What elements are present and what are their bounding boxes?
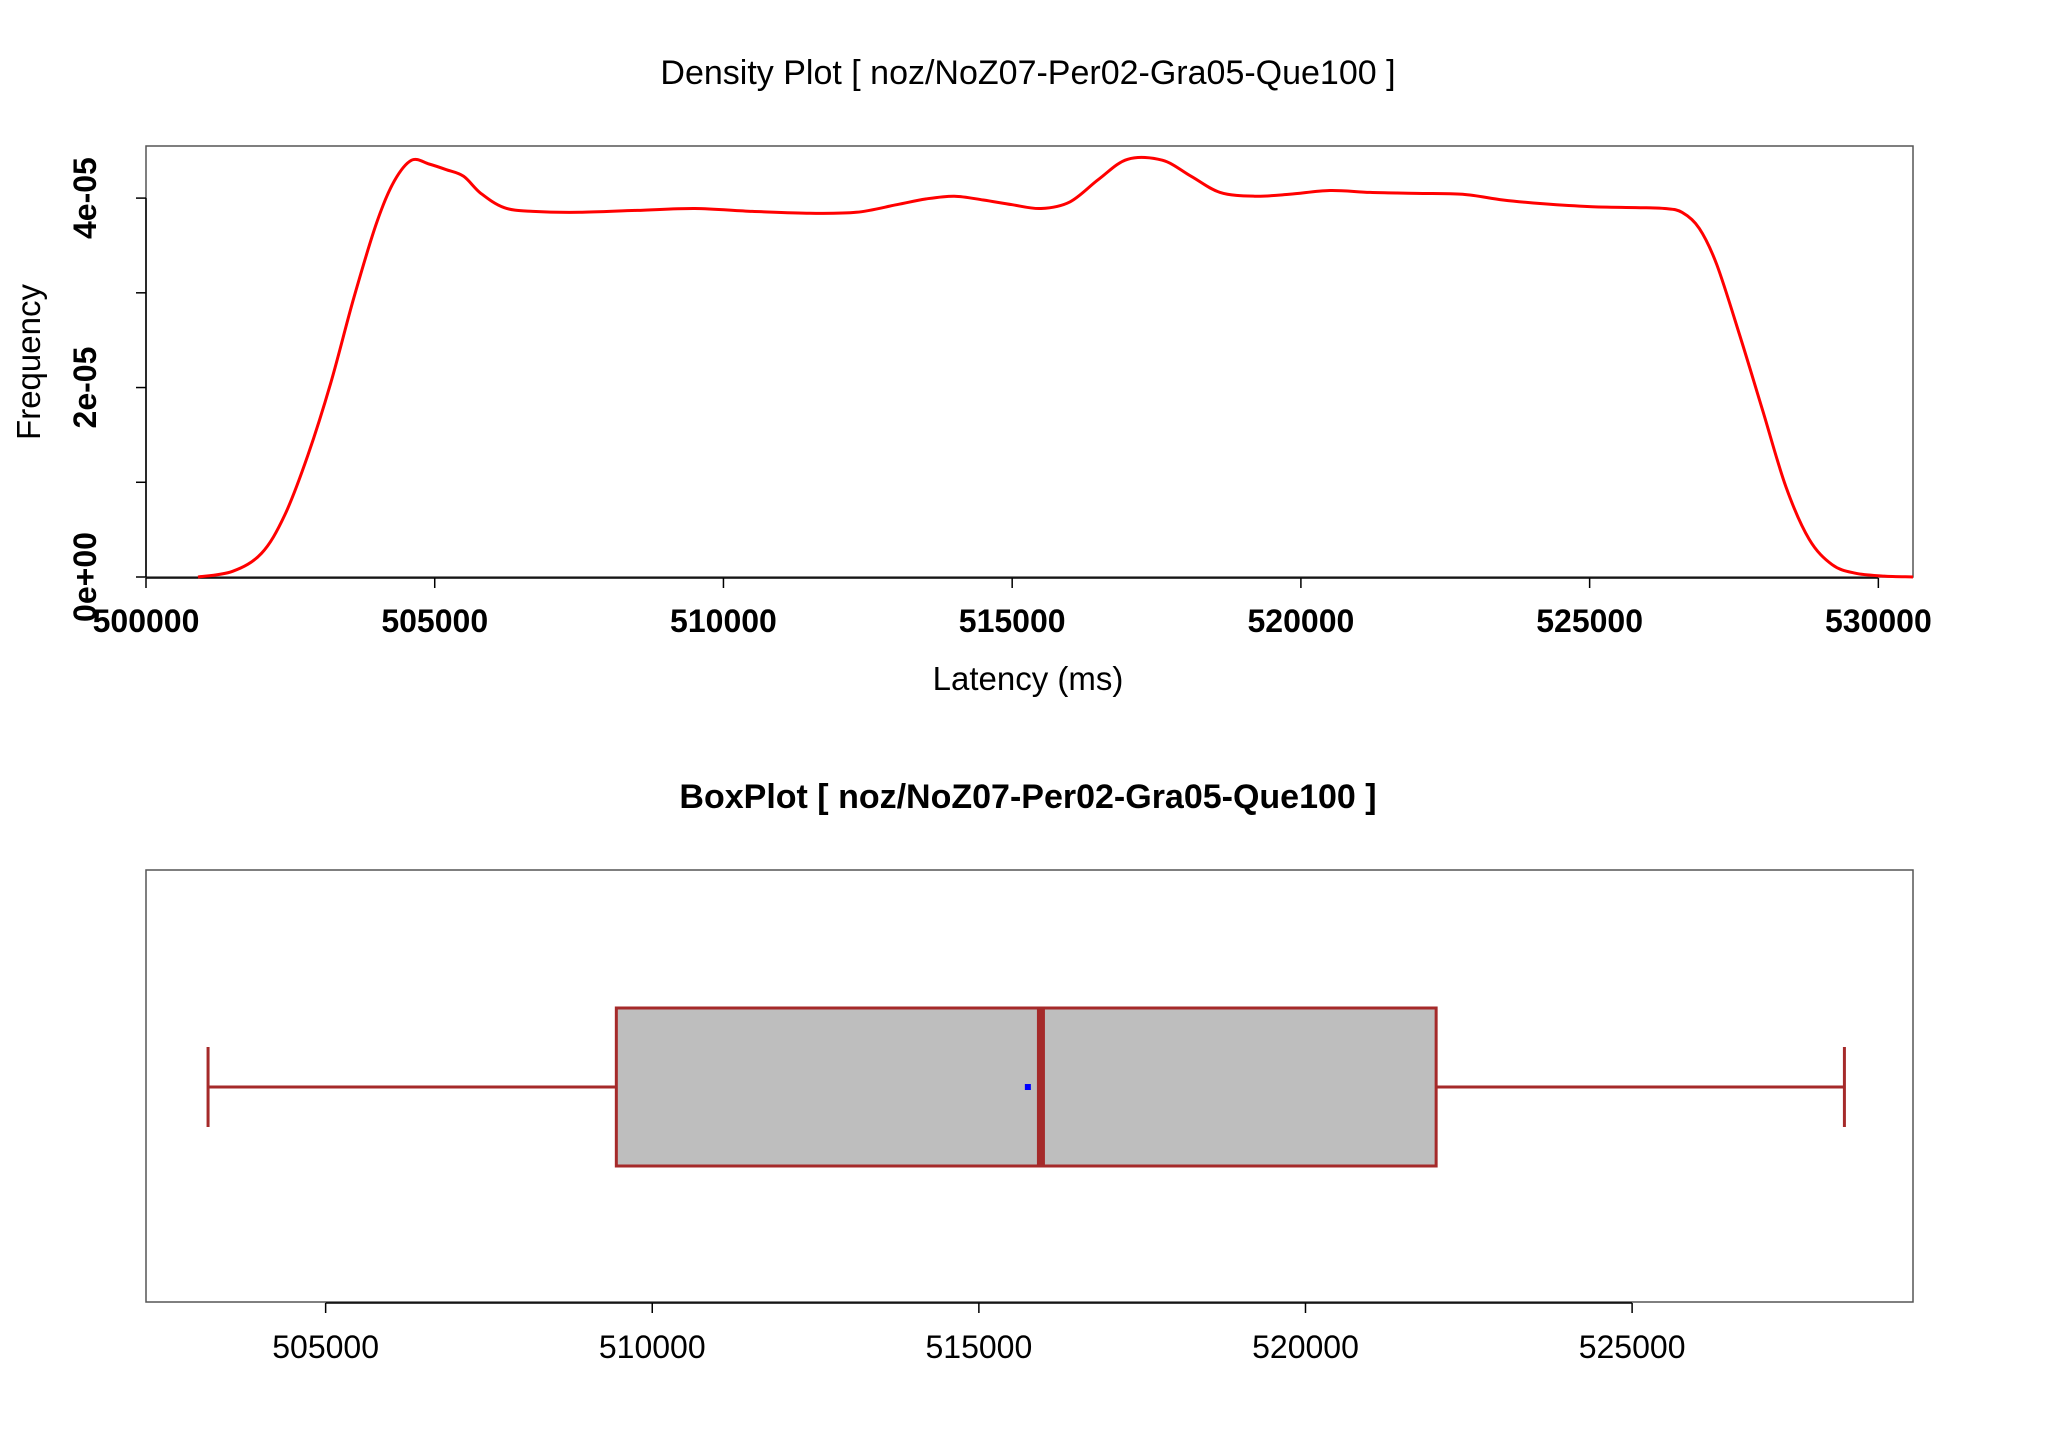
box-x-tick-label: 505000 <box>272 1329 379 1365</box>
density-x-tick-label: 505000 <box>381 603 488 639</box>
box-x-tick-label: 520000 <box>1252 1329 1359 1365</box>
density-x-tick-label: 530000 <box>1825 603 1932 639</box>
density-x-axis-label: Latency (ms) <box>933 660 1124 697</box>
density-curve <box>197 155 1914 579</box>
density-x-tick-label: 510000 <box>670 603 777 639</box>
box-plot-title: BoxPlot [ noz/NoZ07-Per02-Gra05-Que100 ] <box>679 778 1376 816</box>
box-axes: 505000 510000 515000 520000 525000 <box>272 1302 1686 1365</box>
density-y-tick-label: 2e-05 <box>67 347 103 429</box>
density-axes: 500000 505000 510000 515000 520000 525000 5300… <box>67 157 1932 639</box>
box-mean-marker <box>1024 1084 1031 1090</box>
density-y-axis-label: Frequency <box>10 284 47 440</box>
density-y-tick-label: 4e-05 <box>67 157 103 239</box>
density-plot: Density Plot [ noz/NoZ07-Per02-Gra05-Que… <box>10 54 1932 697</box>
density-x-tick-label: 515000 <box>959 603 1066 639</box>
box-plot-frame <box>145 869 1914 1303</box>
box-plot: BoxPlot [ noz/NoZ07-Per02-Gra05-Que100 ]… <box>145 778 1914 1365</box>
density-x-tick-label: 500000 <box>93 603 200 639</box>
box-marks <box>206 1006 1846 1168</box>
density-x-tick-label: 520000 <box>1248 603 1355 639</box>
density-plot-title: Density Plot [ noz/NoZ07-Per02-Gra05-Que… <box>660 54 1395 92</box>
box-x-tick-label: 525000 <box>1579 1329 1686 1365</box>
density-y-tick-label: 0e+00 <box>67 532 103 622</box>
box-x-tick-label: 510000 <box>599 1329 706 1365</box>
box-x-tick-label: 515000 <box>925 1329 1032 1365</box>
density-x-tick-label: 525000 <box>1536 603 1643 639</box>
